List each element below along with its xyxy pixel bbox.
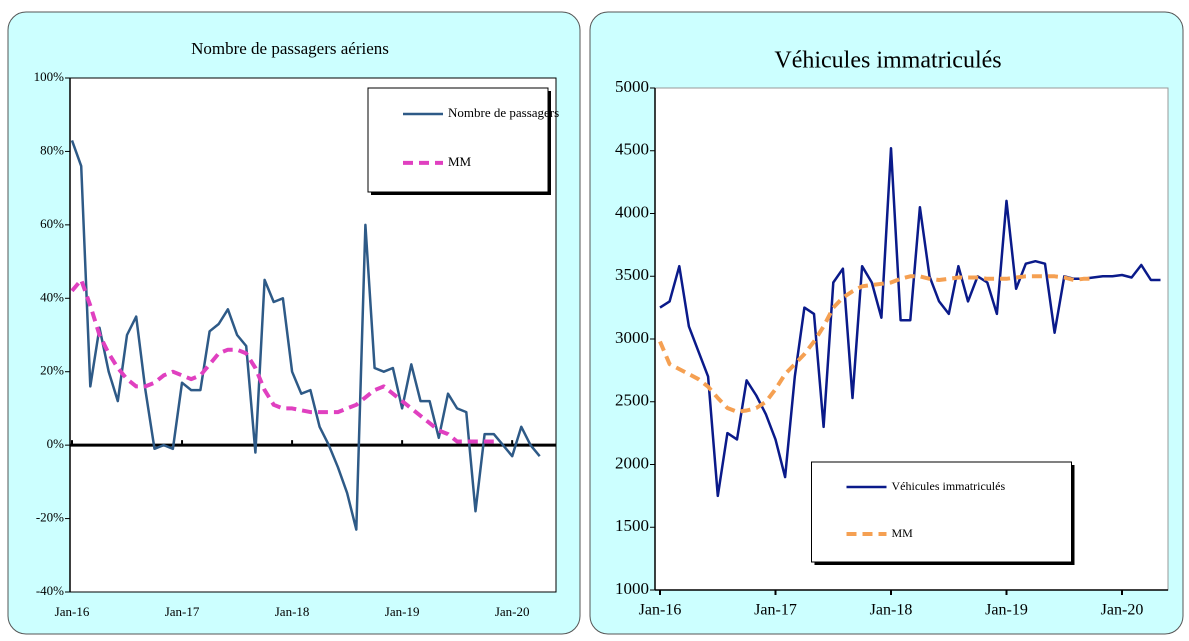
line-series xyxy=(70,139,541,531)
x-tick-label: Jan-19 xyxy=(385,604,420,619)
y-tick-label: 4000 xyxy=(615,202,649,221)
legend xyxy=(811,461,1072,563)
y-tick-label: -40% xyxy=(36,583,64,598)
legend-label: MM xyxy=(448,154,472,169)
x-tick-label: Jan-18 xyxy=(275,604,310,619)
legend-label: Nombre de passagers xyxy=(448,105,559,120)
y-tick-label: 5000 xyxy=(615,77,649,96)
y-tick-label: 2000 xyxy=(615,453,649,472)
y-tick-label: 80% xyxy=(40,142,64,157)
y-tick-label: 1500 xyxy=(615,516,649,535)
x-tick-label: Jan-16 xyxy=(639,602,682,619)
y-tick-label: 40% xyxy=(40,289,64,304)
x-tick-label: Jan-20 xyxy=(495,604,530,619)
y-tick-label: 3000 xyxy=(615,328,649,347)
chart-title: Nombre de passagers aériens xyxy=(191,39,389,58)
line-series xyxy=(658,274,1094,414)
y-tick-label: 0% xyxy=(47,436,65,451)
y-tick-label: 60% xyxy=(40,216,64,231)
y-tick-label: 100% xyxy=(34,69,65,84)
y-tick-label: 1000 xyxy=(615,579,649,598)
legend-label: MM xyxy=(892,526,914,540)
y-tick-label: 20% xyxy=(40,363,64,378)
x-tick-label: Jan-19 xyxy=(985,602,1028,619)
x-tick-label: Jan-17 xyxy=(754,602,797,619)
y-tick-label: 2500 xyxy=(615,391,649,410)
y-tick-label: -20% xyxy=(36,510,64,525)
legend xyxy=(367,87,549,193)
x-tick-label: Jan-20 xyxy=(1101,602,1144,619)
line-series xyxy=(659,146,1161,498)
legend-label: Véhicules immatriculés xyxy=(892,479,1006,493)
x-tick-label: Jan-16 xyxy=(55,604,90,619)
chart-title: Véhicules immatriculés xyxy=(774,48,1001,74)
y-tick-label: 4500 xyxy=(615,140,649,159)
y-tick-label: 3500 xyxy=(615,265,649,284)
x-tick-label: Jan-17 xyxy=(165,604,200,619)
x-tick-label: Jan-18 xyxy=(870,602,913,619)
